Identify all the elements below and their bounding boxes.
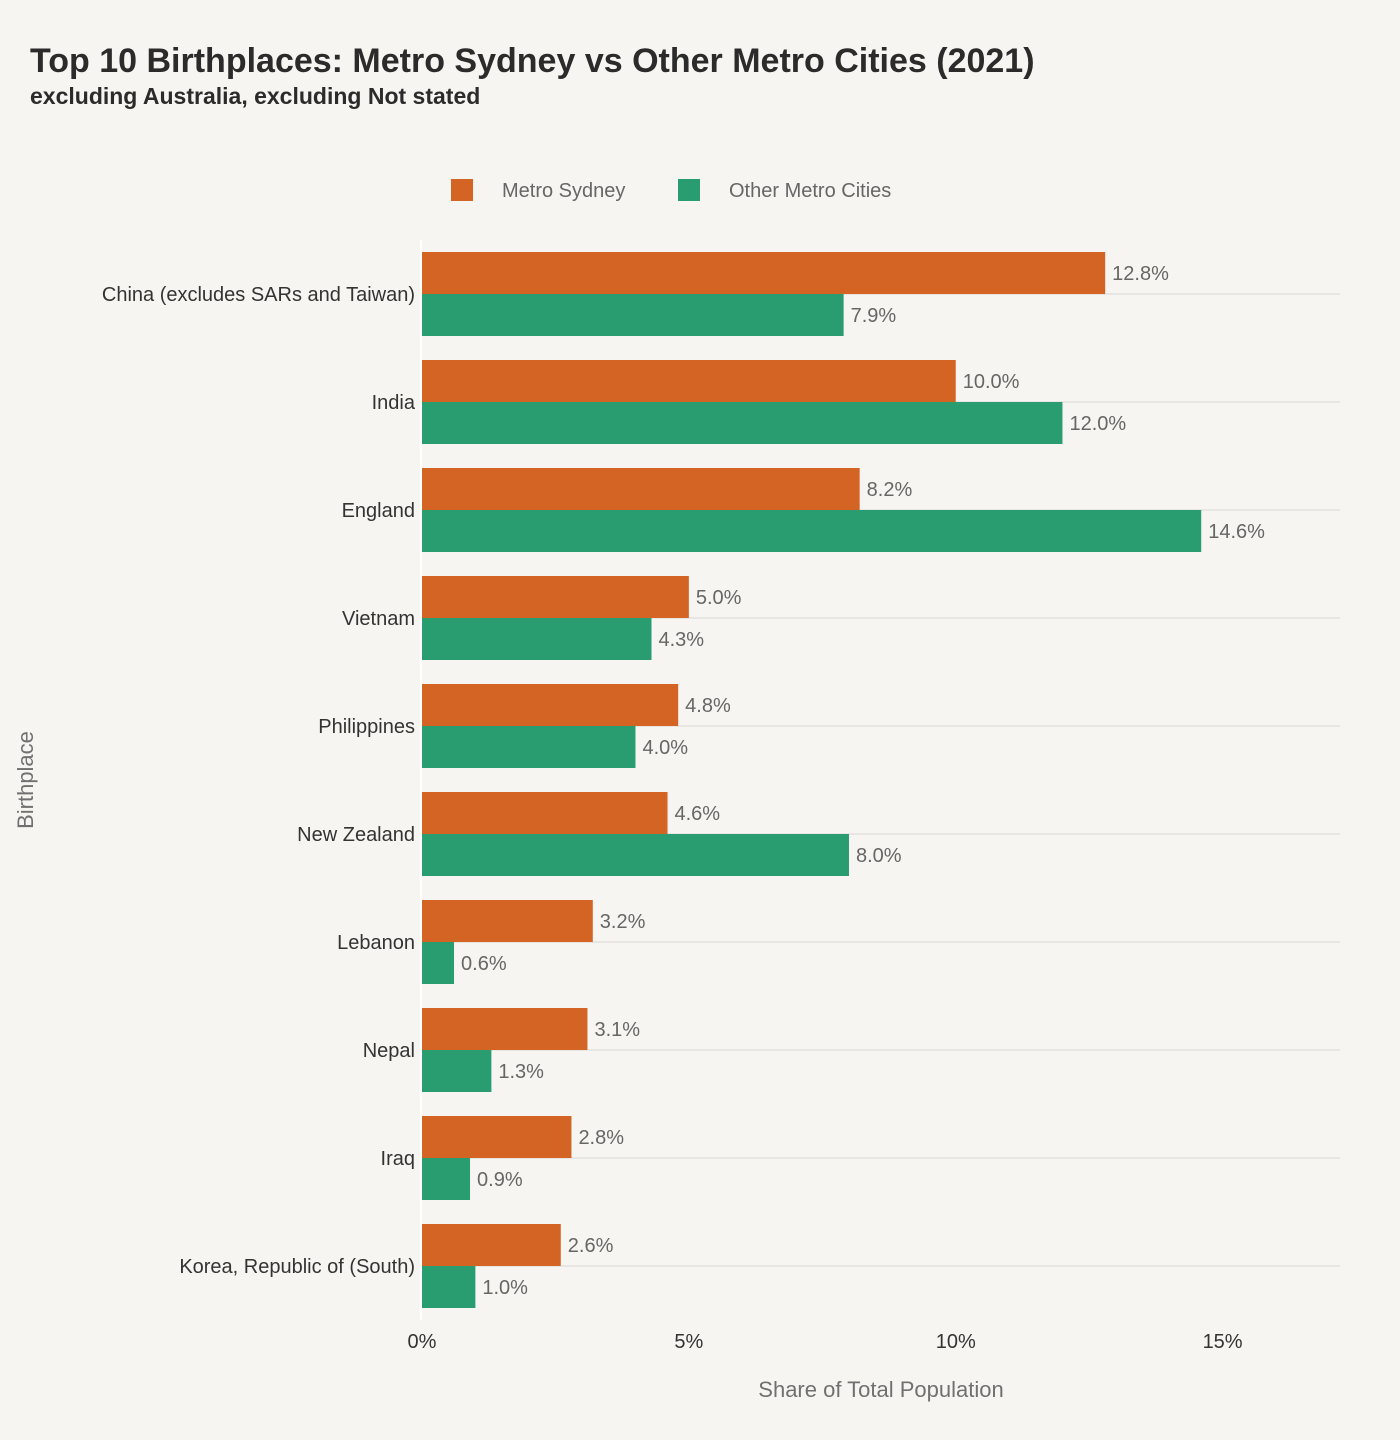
bar — [422, 252, 1106, 294]
bar — [422, 1158, 471, 1200]
x-tick-label: 5% — [674, 1331, 703, 1353]
bar-value-label: 1.0% — [482, 1277, 528, 1299]
x-axis-ticks: 0% 5% 10% 15% — [408, 1331, 1243, 1353]
bar-value-label: 2.8% — [578, 1127, 624, 1149]
x-tick-label: 10% — [936, 1331, 976, 1353]
x-tick-label: 15% — [1203, 1331, 1243, 1353]
bar-value-label: 12.8% — [1112, 263, 1169, 285]
bar-value-label: 12.0% — [1069, 413, 1126, 435]
bar-value-label: 14.6% — [1208, 521, 1265, 543]
bar-value-label: 0.6% — [461, 953, 507, 975]
category-label: Lebanon — [337, 932, 415, 954]
bar — [422, 1008, 588, 1050]
category-label: Philippines — [318, 716, 415, 738]
bar-value-label: 4.6% — [675, 803, 721, 825]
bar-value-label: 5.0% — [696, 587, 742, 609]
bar — [422, 576, 689, 618]
category-label: New Zealand — [297, 824, 415, 846]
bar-value-label: 7.9% — [851, 305, 897, 327]
bar-value-label: 8.0% — [856, 845, 902, 867]
bars — [422, 252, 1202, 1308]
bar — [422, 360, 956, 402]
legend: Metro Sydney Other Metro Cities — [451, 179, 891, 202]
bar-value-label: 0.9% — [477, 1169, 523, 1191]
legend-label: Metro Sydney — [502, 180, 625, 202]
bar-value-label: 4.3% — [659, 629, 705, 651]
category-label: India — [372, 392, 416, 414]
bar-value-label: 3.2% — [600, 911, 646, 933]
bar — [422, 294, 844, 336]
bar — [422, 1116, 572, 1158]
x-axis-title: Share of Total Population — [758, 1377, 1003, 1402]
bar — [422, 468, 860, 510]
bar-value-label: 4.0% — [642, 737, 688, 759]
bar — [422, 402, 1063, 444]
category-label: Iraq — [381, 1148, 415, 1170]
chart-title: Top 10 Birthplaces: Metro Sydney vs Othe… — [30, 42, 1035, 80]
bar — [422, 1224, 561, 1266]
bar — [422, 792, 668, 834]
bar-value-label: 3.1% — [594, 1019, 640, 1041]
bar-value-label: 2.6% — [568, 1235, 614, 1257]
legend-swatch — [678, 179, 700, 201]
category-label: Vietnam — [342, 608, 415, 630]
y-axis-title: Birthplace — [13, 731, 38, 829]
legend-label: Other Metro Cities — [729, 180, 891, 202]
category-labels: China (excludes SARs and Taiwan) India Eng… — [102, 284, 416, 1278]
bar-labels: 12.8% 7.9% 10.0% 12.0% 8.2% 14.6% 5.0% 4.3% 4.8%… — [461, 263, 1265, 1299]
bar — [422, 900, 593, 942]
bar-value-label: 8.2% — [867, 479, 913, 501]
bar — [422, 942, 455, 984]
category-label: Korea, Republic of (South) — [179, 1256, 415, 1278]
legend-swatch — [451, 179, 473, 201]
bar — [422, 1266, 476, 1308]
bar — [422, 510, 1202, 552]
bar — [422, 618, 652, 660]
bar — [422, 684, 679, 726]
bar-value-label: 10.0% — [963, 371, 1020, 393]
category-label: England — [342, 500, 415, 522]
chart-subtitle: excluding Australia, excluding Not state… — [30, 83, 480, 109]
x-tick-label: 0% — [408, 1331, 437, 1353]
bar — [422, 1050, 492, 1092]
bar — [422, 726, 636, 768]
category-label: China (excludes SARs and Taiwan) — [102, 284, 415, 306]
category-label: Nepal — [363, 1040, 415, 1062]
bar-value-label: 4.8% — [685, 695, 731, 717]
bar-value-label: 1.3% — [498, 1061, 544, 1083]
bar — [422, 834, 849, 876]
